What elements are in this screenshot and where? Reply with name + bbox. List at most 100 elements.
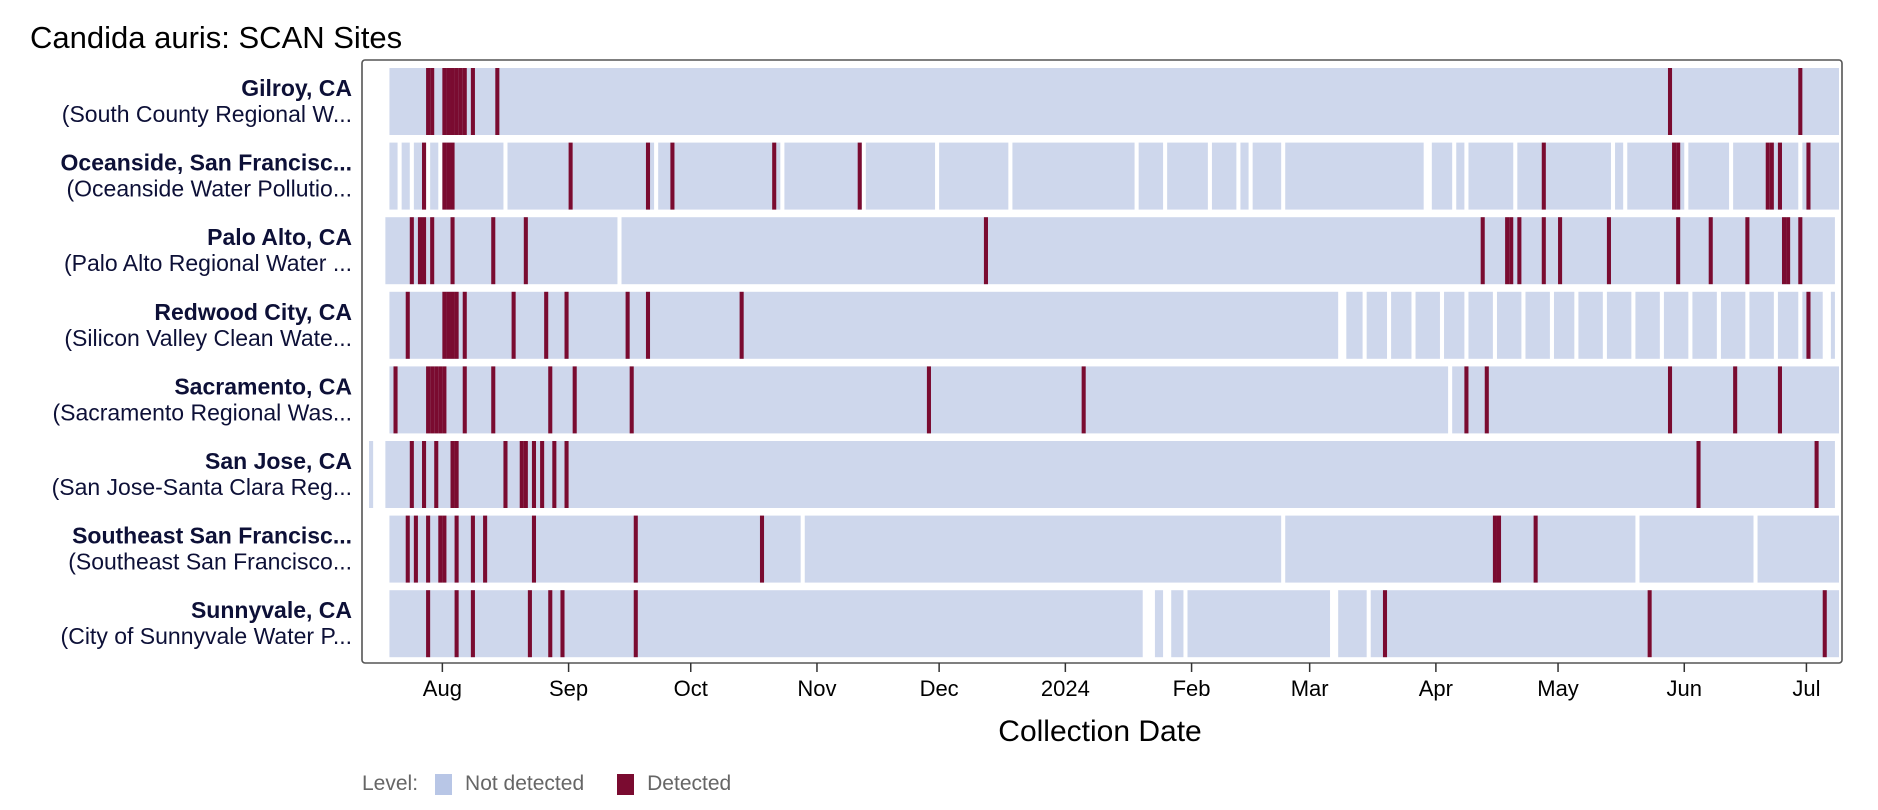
sampled-segment: [804, 515, 1282, 583]
detected-mark: [446, 68, 451, 135]
sampled-segment: [658, 142, 781, 210]
site-row-sacramento-ca: [389, 366, 1839, 434]
sampled-segment: [1167, 142, 1208, 210]
site-name-sacramento-ca: Sacramento, CA: [174, 373, 352, 399]
detected-mark: [1480, 217, 1485, 285]
detected-mark: [1667, 366, 1673, 434]
detected-mark: [430, 366, 435, 434]
detected-mark: [393, 366, 398, 434]
legend-title: Level:: [362, 772, 419, 795]
detected-mark: [629, 366, 634, 434]
sampled-segment: [784, 142, 862, 210]
detected-mark: [1558, 217, 1563, 285]
x-axis-title: Collection Date: [998, 715, 1201, 748]
site-row-san-jose-ca: [369, 441, 1835, 508]
detected-mark: [519, 441, 524, 508]
sampled-segment: [939, 142, 1009, 210]
detected-mark: [426, 515, 431, 583]
x-tick-label-2024: 2024: [1041, 676, 1090, 701]
legend-label-not-detected: Not detected: [465, 772, 585, 795]
detected-mark: [670, 142, 675, 210]
detected-mark: [1509, 217, 1514, 285]
detected-mark: [523, 217, 528, 285]
detected-mark: [1822, 590, 1827, 658]
detected-mark: [1806, 142, 1811, 210]
sampled-segment: [1777, 291, 1799, 359]
sampled-segment: [1517, 142, 1611, 210]
detected-mark: [409, 441, 414, 508]
detected-mark: [548, 366, 553, 434]
sampled-segment: [1830, 291, 1835, 359]
detected-mark: [1496, 515, 1502, 583]
site-subtitle-gilroy-ca: (South County Regional W...: [62, 101, 352, 127]
site-subtitle-palo-alto-ca: (Palo Alto Regional Water ...: [64, 250, 352, 276]
site-row-sunnyvale-ca: [389, 590, 1839, 658]
legend-swatch-not-detected: [435, 773, 453, 795]
sampled-segment: [1749, 291, 1774, 359]
detected-mark: [1786, 217, 1791, 285]
detected-mark: [633, 590, 638, 658]
detected-mark: [1517, 217, 1522, 285]
sampled-segment: [1171, 590, 1184, 658]
detected-mark: [434, 366, 439, 434]
detected-mark: [495, 68, 500, 135]
sampled-segment: [1338, 590, 1367, 658]
sampled-segment: [1431, 142, 1453, 210]
sampled-segment: [621, 217, 1835, 285]
site-row-southeast-san-francisc: [389, 515, 1839, 583]
detected-mark: [564, 441, 569, 508]
sampled-segment: [389, 515, 801, 583]
sampled-segment: [1346, 291, 1363, 359]
detected-mark: [1798, 68, 1803, 135]
x-tick-label-aug: Aug: [423, 676, 462, 701]
detected-mark: [511, 291, 516, 359]
sampled-segment: [1639, 515, 1754, 583]
detected-mark: [470, 515, 475, 583]
detected-mark: [1382, 590, 1388, 658]
detected-mark: [462, 366, 467, 434]
sampled-segment: [1468, 291, 1493, 359]
detected-mark: [531, 441, 537, 508]
sampled-segment: [1138, 142, 1164, 210]
sampled-segment: [385, 441, 1835, 508]
sampled-segment: [1606, 291, 1632, 359]
detected-mark: [483, 515, 488, 583]
site-name-redwood-city-ca: Redwood City, CA: [154, 299, 352, 325]
detected-mark: [446, 142, 451, 210]
detected-mark: [409, 217, 414, 285]
detected-mark: [1672, 142, 1677, 210]
detected-mark: [438, 515, 443, 583]
sampled-segment: [1211, 142, 1237, 210]
site-name-sunnyvale-ca: Sunnyvale, CA: [191, 597, 352, 623]
detected-mark: [1667, 68, 1673, 135]
detected-mark: [527, 590, 532, 658]
sampled-segment: [1615, 142, 1624, 210]
sampled-segment: [1468, 142, 1514, 210]
sampled-segment: [389, 291, 1339, 359]
detected-mark: [442, 68, 447, 135]
detected-mark: [1676, 217, 1681, 285]
legend-swatch-detected: [617, 773, 635, 795]
site-name-san-jose-ca: San Jose, CA: [205, 448, 352, 474]
detected-mark: [1541, 142, 1546, 210]
sampled-segment: [1415, 291, 1440, 359]
detected-mark: [572, 366, 577, 434]
x-tick-label-oct: Oct: [674, 676, 708, 701]
sampled-segment: [1012, 142, 1135, 210]
detected-mark: [1777, 142, 1782, 210]
chart-title: Candida auris: SCAN Sites: [30, 20, 403, 55]
sampled-segment: [865, 142, 936, 210]
heatmap-rows: [369, 68, 1840, 658]
site-subtitle-oceanside-san-francisc: (Oceanside Water Pollutio...: [67, 176, 353, 202]
detected-mark: [1696, 441, 1701, 508]
detected-mark: [422, 441, 427, 508]
legend-label-detected: Detected: [647, 772, 732, 795]
detected-mark: [560, 590, 565, 658]
detected-mark: [442, 515, 447, 583]
detected-mark: [454, 590, 459, 658]
detected-mark: [544, 291, 549, 359]
sampled-segment: [1688, 142, 1730, 210]
detected-mark: [442, 366, 447, 434]
sampled-segment: [1757, 515, 1839, 583]
detected-mark: [772, 142, 777, 210]
